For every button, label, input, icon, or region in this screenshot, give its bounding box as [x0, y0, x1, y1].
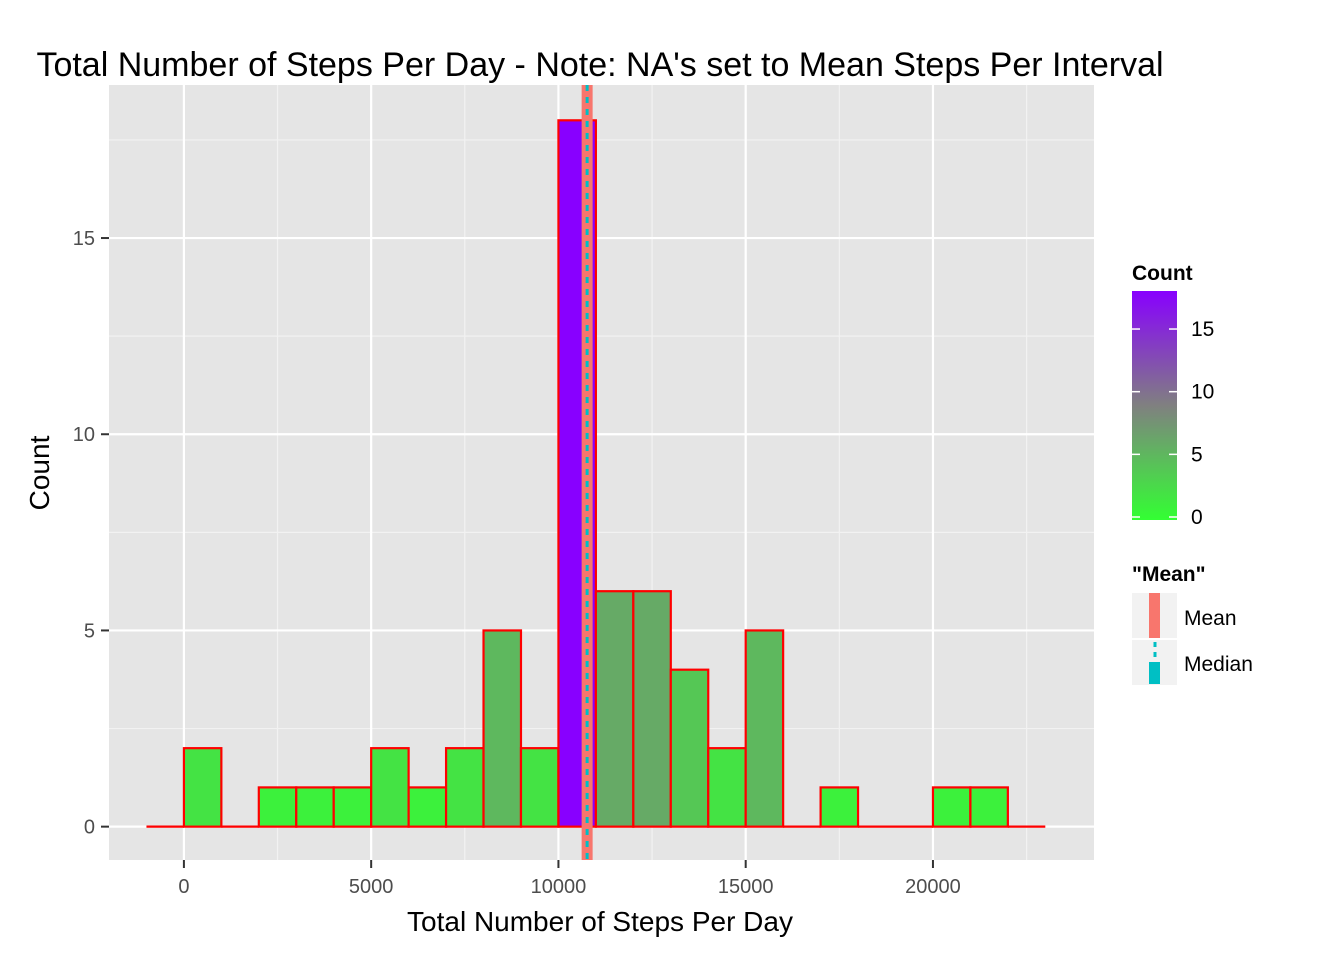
- plot-panel: [109, 85, 1094, 860]
- line-legend: "Mean" Mean Median: [1132, 563, 1253, 685]
- fill-legend-title: Count: [1132, 262, 1193, 285]
- y-tick-label: 15: [73, 228, 95, 250]
- y-tick-label: 10: [73, 424, 95, 446]
- histogram-bar: [819, 786, 860, 828]
- histogram-bar: [594, 590, 635, 828]
- x-tick-label: 20000: [905, 876, 961, 898]
- colorbar-tick-label: 15: [1191, 318, 1214, 341]
- histogram-bar: [969, 786, 1009, 828]
- legend-key-median: [1149, 642, 1160, 684]
- x-tick-label: 0: [178, 876, 189, 898]
- histogram-bar: [931, 786, 972, 828]
- histogram-bar: [407, 786, 448, 828]
- x-tick-label: 5000: [349, 876, 394, 898]
- colorbar-tick-label: 10: [1191, 381, 1214, 404]
- colorbar-ticks: 0 5 10 15: [1132, 318, 1214, 529]
- legend-label-mean: Mean: [1184, 607, 1237, 630]
- histogram-bar: [707, 747, 747, 828]
- histogram-bar: [370, 747, 410, 828]
- legend-key-mean: [1149, 593, 1160, 638]
- histogram-bar: [744, 629, 785, 828]
- histogram-bar: [519, 747, 560, 828]
- fill-legend: Count 0 5 10 15: [1132, 262, 1214, 529]
- y-tick-label: 0: [84, 817, 95, 839]
- y-axis: 0 5 10 15: [73, 228, 109, 839]
- x-axis-title: Total Number of Steps Per Day: [407, 906, 793, 937]
- histogram-bar: [332, 786, 373, 828]
- legend-label-median: Median: [1184, 653, 1253, 676]
- legend-median-bar: [1149, 662, 1160, 684]
- y-tick-label: 5: [84, 620, 95, 642]
- x-tick-label: 10000: [531, 876, 587, 898]
- colorbar: [1132, 291, 1177, 520]
- chart-title: Total Number of Steps Per Day - Note: NA…: [36, 46, 1163, 84]
- histogram-bar: [632, 590, 672, 828]
- line-legend-title: "Mean": [1132, 563, 1206, 586]
- colorbar-tick-label: 5: [1191, 443, 1203, 466]
- x-tick-label: 15000: [718, 876, 774, 898]
- histogram-bar: [295, 786, 335, 828]
- histogram-bar: [182, 747, 223, 828]
- histogram-bar: [257, 786, 298, 828]
- histogram-bar: [669, 668, 710, 828]
- histogram-bar: [482, 629, 523, 828]
- x-axis: 0 5000 10000 15000 20000: [178, 860, 961, 898]
- y-axis-title: Count: [24, 435, 55, 510]
- colorbar-tick-label: 0: [1191, 506, 1203, 529]
- histogram-bar: [444, 747, 485, 828]
